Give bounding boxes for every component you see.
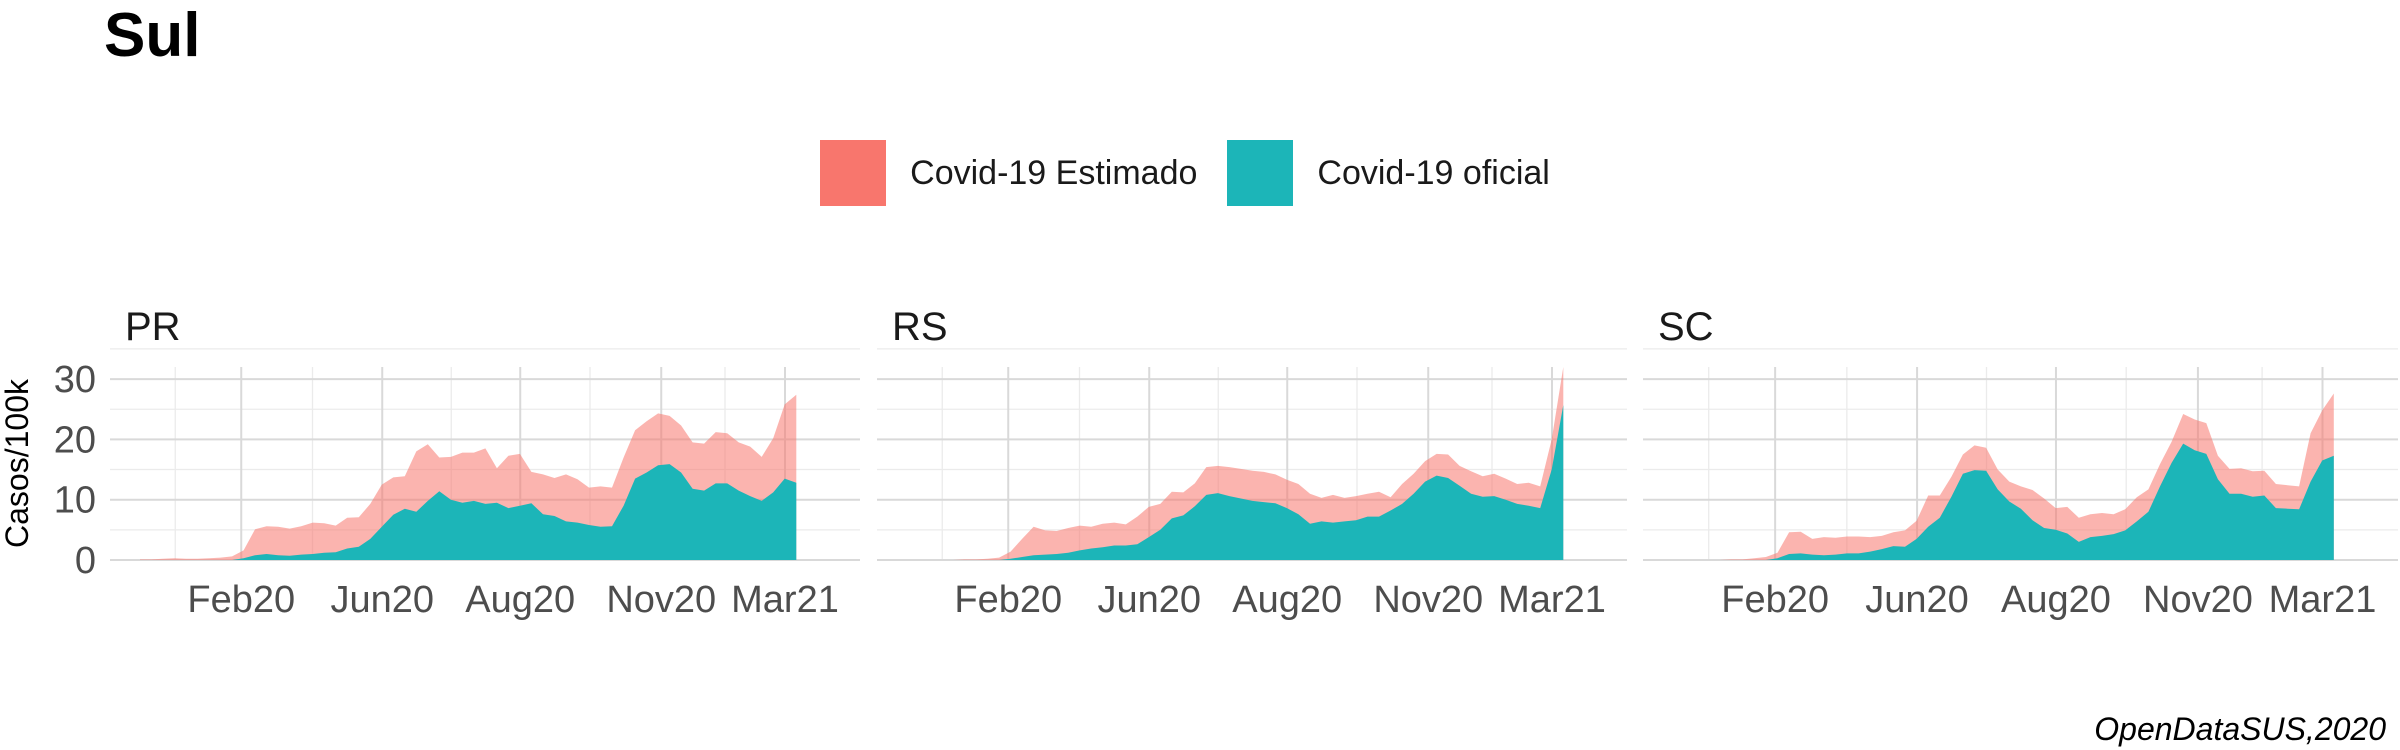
legend-key-estimado: [820, 140, 887, 206]
legend-item-estimado: Covid-19 Estimado: [820, 140, 1211, 206]
legend-label-oficial: Covid-19 oficial: [1317, 153, 1550, 192]
x-tick-label: Nov20: [606, 579, 716, 621]
x-tick-label: Nov20: [1373, 579, 1483, 621]
facet-panel-rs: RS Feb20 Jun20 Aug20 Nov20 Mar21: [877, 305, 1627, 621]
x-tick-label: Jun20: [1097, 579, 1201, 621]
x-tick-label: Feb20: [1721, 579, 1829, 621]
facet-panel-pr: PR Feb20 Jun20 Aug20 Nov20 Mar21: [110, 305, 860, 621]
facet-label: RS: [892, 305, 948, 349]
facet-label: PR: [125, 305, 181, 349]
x-tick-label: Mar21: [731, 579, 839, 621]
y-tick-label: 30: [54, 359, 96, 401]
x-tick-label: Mar21: [2269, 579, 2377, 621]
y-tick-label: 10: [54, 480, 96, 522]
y-axis-title: Casos/100k: [0, 378, 35, 548]
area-series-oficial: [1673, 443, 2334, 560]
x-tick-label: Nov20: [2143, 579, 2253, 621]
legend-item-oficial: Covid-19 oficial: [1227, 140, 1563, 206]
area-series-oficial: [140, 464, 797, 560]
area-series-oficial: [907, 405, 1564, 560]
x-tick-label: Aug20: [465, 579, 575, 621]
y-tick-label: 0: [75, 540, 96, 582]
legend-label-estimado: Covid-19 Estimado: [910, 153, 1198, 192]
y-tick-label: 20: [54, 419, 96, 461]
x-tick-label: Aug20: [1232, 579, 1342, 621]
x-tick-label: Feb20: [954, 579, 1062, 621]
chart-title: Sul: [104, 1, 201, 70]
x-tick-label: Jun20: [330, 579, 434, 621]
facet-panel-sc: SC Feb20 Jun20 Aug20 Nov20 Mar21: [1643, 305, 2398, 621]
x-tick-label: Aug20: [2001, 579, 2111, 621]
source-caption: OpenDataSUS,2020: [2094, 711, 2386, 747]
legend: Covid-19 Estimado Covid-19 oficial: [0, 140, 2400, 206]
x-tick-label: Mar21: [1498, 579, 1606, 621]
x-tick-label: Feb20: [187, 579, 295, 621]
facet-label: SC: [1658, 305, 1714, 349]
x-tick-label: Jun20: [1865, 579, 1969, 621]
legend-key-oficial: [1227, 140, 1294, 206]
